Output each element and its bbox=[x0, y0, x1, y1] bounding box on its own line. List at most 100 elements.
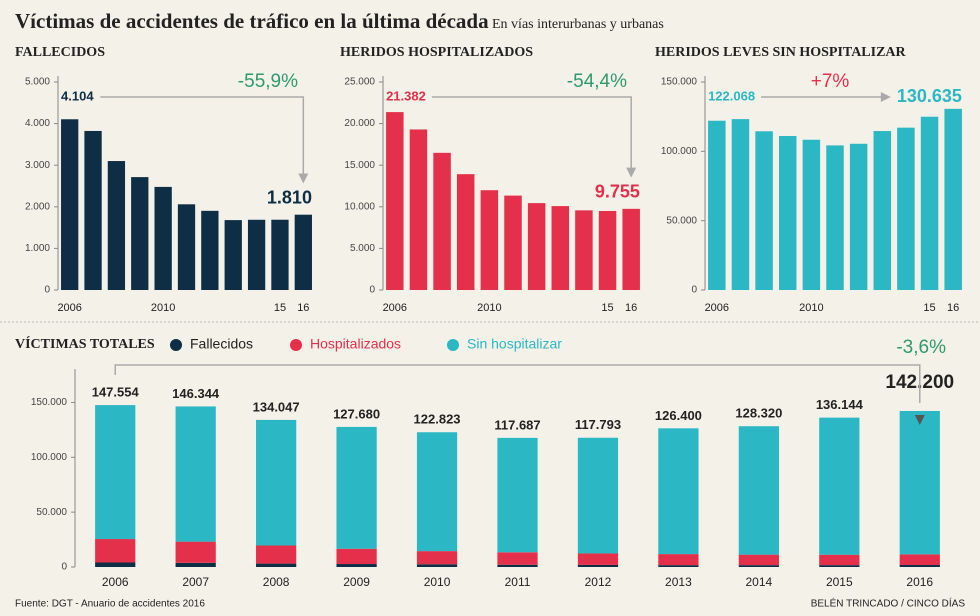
bar bbox=[409, 129, 428, 290]
x-tick-label: 2015 bbox=[826, 575, 853, 589]
arrow-line bbox=[114, 364, 921, 403]
bar-segment bbox=[658, 554, 699, 566]
x-tick-label: 15 bbox=[601, 302, 613, 314]
total-label: 136.144 bbox=[816, 397, 864, 412]
source: Fuente: DGT - Anuario de accidentes 2016 bbox=[15, 599, 205, 610]
y-tick-label: 20.000 bbox=[344, 118, 375, 129]
chart-title: VÍCTIMAS TOTALES bbox=[15, 335, 155, 352]
bar-segment bbox=[497, 437, 538, 553]
bar bbox=[224, 220, 242, 290]
y-tick-label: 100.000 bbox=[31, 452, 68, 463]
bar bbox=[731, 119, 750, 290]
y-tick-label: 50.000 bbox=[666, 215, 697, 226]
bar-segment bbox=[256, 545, 297, 564]
bar-segment bbox=[256, 419, 297, 546]
bar-segment bbox=[577, 437, 619, 554]
arrow-head bbox=[914, 414, 925, 425]
annotation: -55,9% bbox=[238, 71, 298, 92]
bar-segment bbox=[497, 552, 538, 565]
total-label: 127.680 bbox=[333, 406, 380, 421]
bar-segment bbox=[738, 554, 779, 566]
total-label: 128.320 bbox=[735, 406, 782, 421]
chart-title: FALLECIDOS bbox=[15, 45, 105, 60]
y-tick-label: 50.000 bbox=[36, 507, 67, 518]
bar bbox=[154, 186, 172, 290]
bar bbox=[944, 108, 962, 290]
x-tick-label: 2006 bbox=[57, 302, 81, 314]
annotation: +7% bbox=[811, 71, 850, 92]
total-label: 117.687 bbox=[494, 417, 540, 432]
bar-segment bbox=[899, 565, 940, 567]
bar bbox=[778, 136, 797, 290]
bar bbox=[755, 131, 773, 290]
bar bbox=[177, 204, 196, 290]
y-tick-label: 0 bbox=[61, 562, 67, 573]
y-tick-label: 0 bbox=[691, 285, 697, 296]
legend-swatch bbox=[290, 339, 302, 351]
x-tick-label: 2006 bbox=[383, 302, 407, 314]
bar-segment bbox=[658, 565, 699, 567]
bar bbox=[897, 127, 915, 291]
y-tick-label: 100.000 bbox=[661, 146, 698, 157]
y-tick-label: 5.000 bbox=[350, 243, 375, 254]
bar-segment bbox=[899, 410, 940, 555]
bar bbox=[131, 177, 149, 290]
bar bbox=[708, 120, 726, 290]
value-label: 21.382 bbox=[386, 88, 426, 103]
x-tick-label: 16 bbox=[297, 302, 309, 314]
bar-segment bbox=[175, 562, 216, 567]
arrow-head bbox=[298, 173, 309, 184]
x-tick-label: 2010 bbox=[424, 575, 451, 589]
total-label: 126.400 bbox=[655, 408, 702, 423]
x-tick-label: 16 bbox=[625, 302, 637, 314]
x-tick-label: 2014 bbox=[746, 575, 773, 589]
x-tick-label: 2016 bbox=[906, 575, 933, 589]
bar bbox=[826, 145, 844, 290]
bar-segment bbox=[738, 565, 779, 567]
x-tick-label: 2012 bbox=[585, 575, 612, 589]
y-tick-label: 150.000 bbox=[31, 397, 68, 408]
bar bbox=[802, 139, 821, 290]
bar-segment bbox=[658, 428, 699, 555]
bar bbox=[551, 206, 570, 290]
legend-label: Hospitalizados bbox=[310, 336, 401, 352]
legend-label: Sin hospitalizar bbox=[467, 336, 562, 352]
x-tick-label: 2006 bbox=[705, 302, 729, 314]
bar-segment bbox=[336, 564, 377, 567]
bar bbox=[575, 210, 593, 290]
bar bbox=[849, 143, 868, 290]
bar-segment bbox=[95, 562, 136, 567]
value-label: 9.755 bbox=[595, 182, 640, 202]
x-tick-label: 2010 bbox=[477, 302, 501, 314]
arrow-line bbox=[431, 96, 632, 170]
total-label: 146.344 bbox=[172, 386, 220, 401]
annotation: -54,4% bbox=[567, 71, 627, 92]
bar-segment bbox=[95, 405, 136, 540]
bar-segment bbox=[577, 564, 619, 567]
bar-segment bbox=[899, 554, 940, 566]
x-tick-label: 2009 bbox=[343, 575, 370, 589]
total-label: 117.793 bbox=[575, 417, 621, 432]
bar bbox=[386, 112, 404, 290]
bar-segment bbox=[819, 565, 860, 567]
bar-segment bbox=[819, 417, 860, 555]
y-tick-label: 5.000 bbox=[25, 77, 50, 88]
x-tick-label: 2007 bbox=[182, 575, 209, 589]
bar bbox=[598, 211, 617, 290]
bar bbox=[271, 219, 289, 290]
bar-segment bbox=[738, 426, 779, 555]
bar-segment bbox=[175, 541, 216, 563]
y-tick-label: 3.000 bbox=[25, 160, 50, 171]
page-title: Víctimas de accidentes de tráfico en la … bbox=[15, 9, 489, 33]
y-tick-label: 10.000 bbox=[344, 201, 375, 212]
value-label: 122.068 bbox=[708, 88, 755, 103]
bar bbox=[480, 190, 499, 290]
bar bbox=[84, 130, 102, 290]
annotation: -3,6% bbox=[896, 337, 946, 358]
bar bbox=[247, 219, 266, 290]
x-tick-label: 2006 bbox=[102, 575, 129, 589]
bar bbox=[920, 116, 939, 290]
legend-label: Fallecidos bbox=[190, 336, 253, 352]
bar-segment bbox=[497, 564, 538, 567]
